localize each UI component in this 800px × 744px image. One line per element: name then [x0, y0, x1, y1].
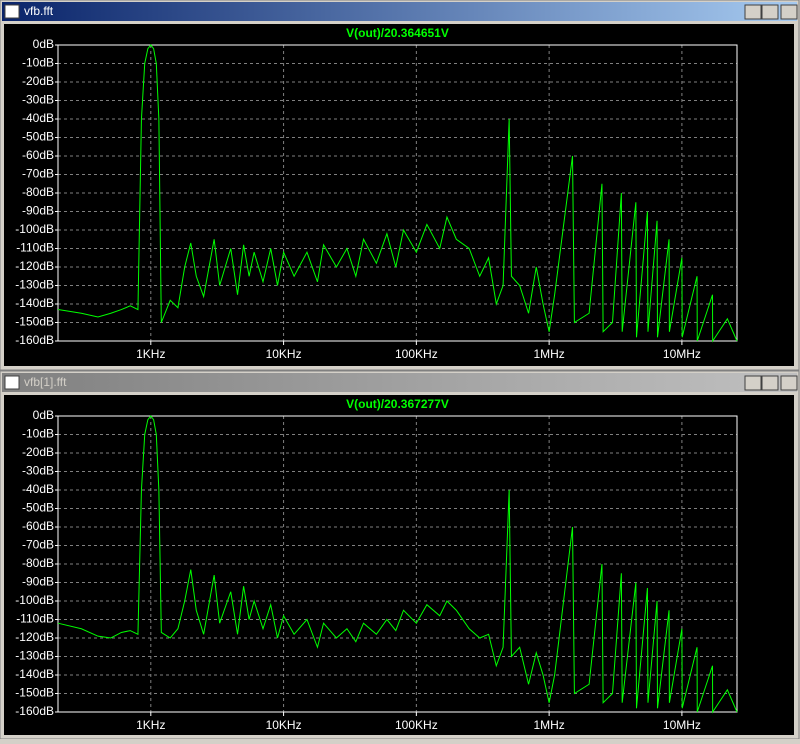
fft-line: [57, 415, 738, 714]
minimize-button[interactable]: [744, 4, 762, 20]
x-tick-label: 10KHz: [266, 347, 302, 361]
y-tick-label: -120dB: [15, 630, 54, 644]
window-title: vfb[1].fft: [24, 375, 67, 389]
y-tick-label: -50dB: [22, 130, 54, 144]
plot-background: [4, 395, 794, 735]
y-tick-label: -140dB: [15, 296, 54, 310]
y-tick-label: -140dB: [15, 667, 54, 681]
y-tick-label: -90dB: [22, 575, 54, 589]
x-tick-label: 100KHz: [395, 718, 438, 732]
title-bar: [2, 373, 797, 392]
x-tick-label: 10MHz: [663, 347, 701, 361]
restore-button[interactable]: [761, 4, 779, 20]
y-tick-label: -40dB: [22, 111, 54, 125]
y-tick-label: -60dB: [22, 148, 54, 162]
y-tick-label: -30dB: [22, 464, 54, 478]
y-tick-label: -160dB: [15, 704, 54, 718]
y-tick-label: -160dB: [15, 333, 54, 347]
y-tick-label: -80dB: [22, 185, 54, 199]
y-tick-label: -70dB: [22, 538, 54, 552]
y-tick-label: -20dB: [22, 445, 54, 459]
y-tick-label: 0dB: [33, 408, 54, 422]
window: vfb.fft 0dB -10dB -20dB -30dB -40dB -50dB -60dB…: [0, 0, 800, 371]
plot-background: [4, 24, 794, 366]
x-tick-label: 10KHz: [266, 718, 302, 732]
trace-label: V(out)/20.367277V: [346, 397, 449, 411]
restore-button[interactable]: [761, 375, 779, 391]
y-tick-label: -130dB: [15, 278, 54, 292]
window: vfb[1].fft 0dB -10dB -20dB -30dB -40dB -50dB -6…: [0, 370, 800, 740]
plot-border: [57, 44, 738, 342]
close-button[interactable]: [780, 375, 798, 391]
y-tick-label: -150dB: [15, 686, 54, 700]
x-tick-label: 1KHz: [136, 347, 165, 361]
y-tick-label: -10dB: [22, 56, 54, 70]
plot-border: [57, 415, 738, 713]
y-tick-label: -30dB: [22, 93, 54, 107]
y-tick-label: -90dB: [22, 204, 54, 218]
y-tick-label: -110dB: [16, 241, 54, 255]
y-tick-label: -80dB: [22, 556, 54, 570]
y-tick-label: -150dB: [15, 315, 54, 329]
window-icon: [4, 4, 20, 19]
y-tick-label: -50dB: [22, 501, 54, 515]
y-tick-label: -40dB: [22, 482, 54, 496]
x-tick-label: 1KHz: [136, 718, 165, 732]
trace-label: V(out)/20.364651V: [346, 26, 449, 40]
y-tick-label: -60dB: [22, 519, 54, 533]
y-tick-label: -100dB: [15, 593, 54, 607]
y-tick-label: -10dB: [22, 427, 54, 441]
x-tick-label: 100KHz: [395, 347, 438, 361]
y-tick-label: -120dB: [15, 259, 54, 273]
x-tick-label: 1MHz: [533, 347, 564, 361]
minimize-button[interactable]: [744, 375, 762, 391]
close-button[interactable]: [780, 4, 798, 20]
title-bar: [2, 2, 797, 21]
y-tick-label: -130dB: [15, 649, 54, 663]
y-tick-label: -20dB: [22, 74, 54, 88]
fft-line: [57, 44, 738, 343]
y-tick-label: -70dB: [22, 167, 54, 181]
x-tick-label: 1MHz: [533, 718, 564, 732]
window-icon: [4, 375, 20, 390]
y-tick-label: -110dB: [16, 612, 54, 626]
y-tick-label: -100dB: [15, 222, 54, 236]
window-title: vfb.fft: [24, 4, 54, 18]
x-tick-label: 10MHz: [663, 718, 701, 732]
y-tick-label: 0dB: [33, 37, 54, 51]
